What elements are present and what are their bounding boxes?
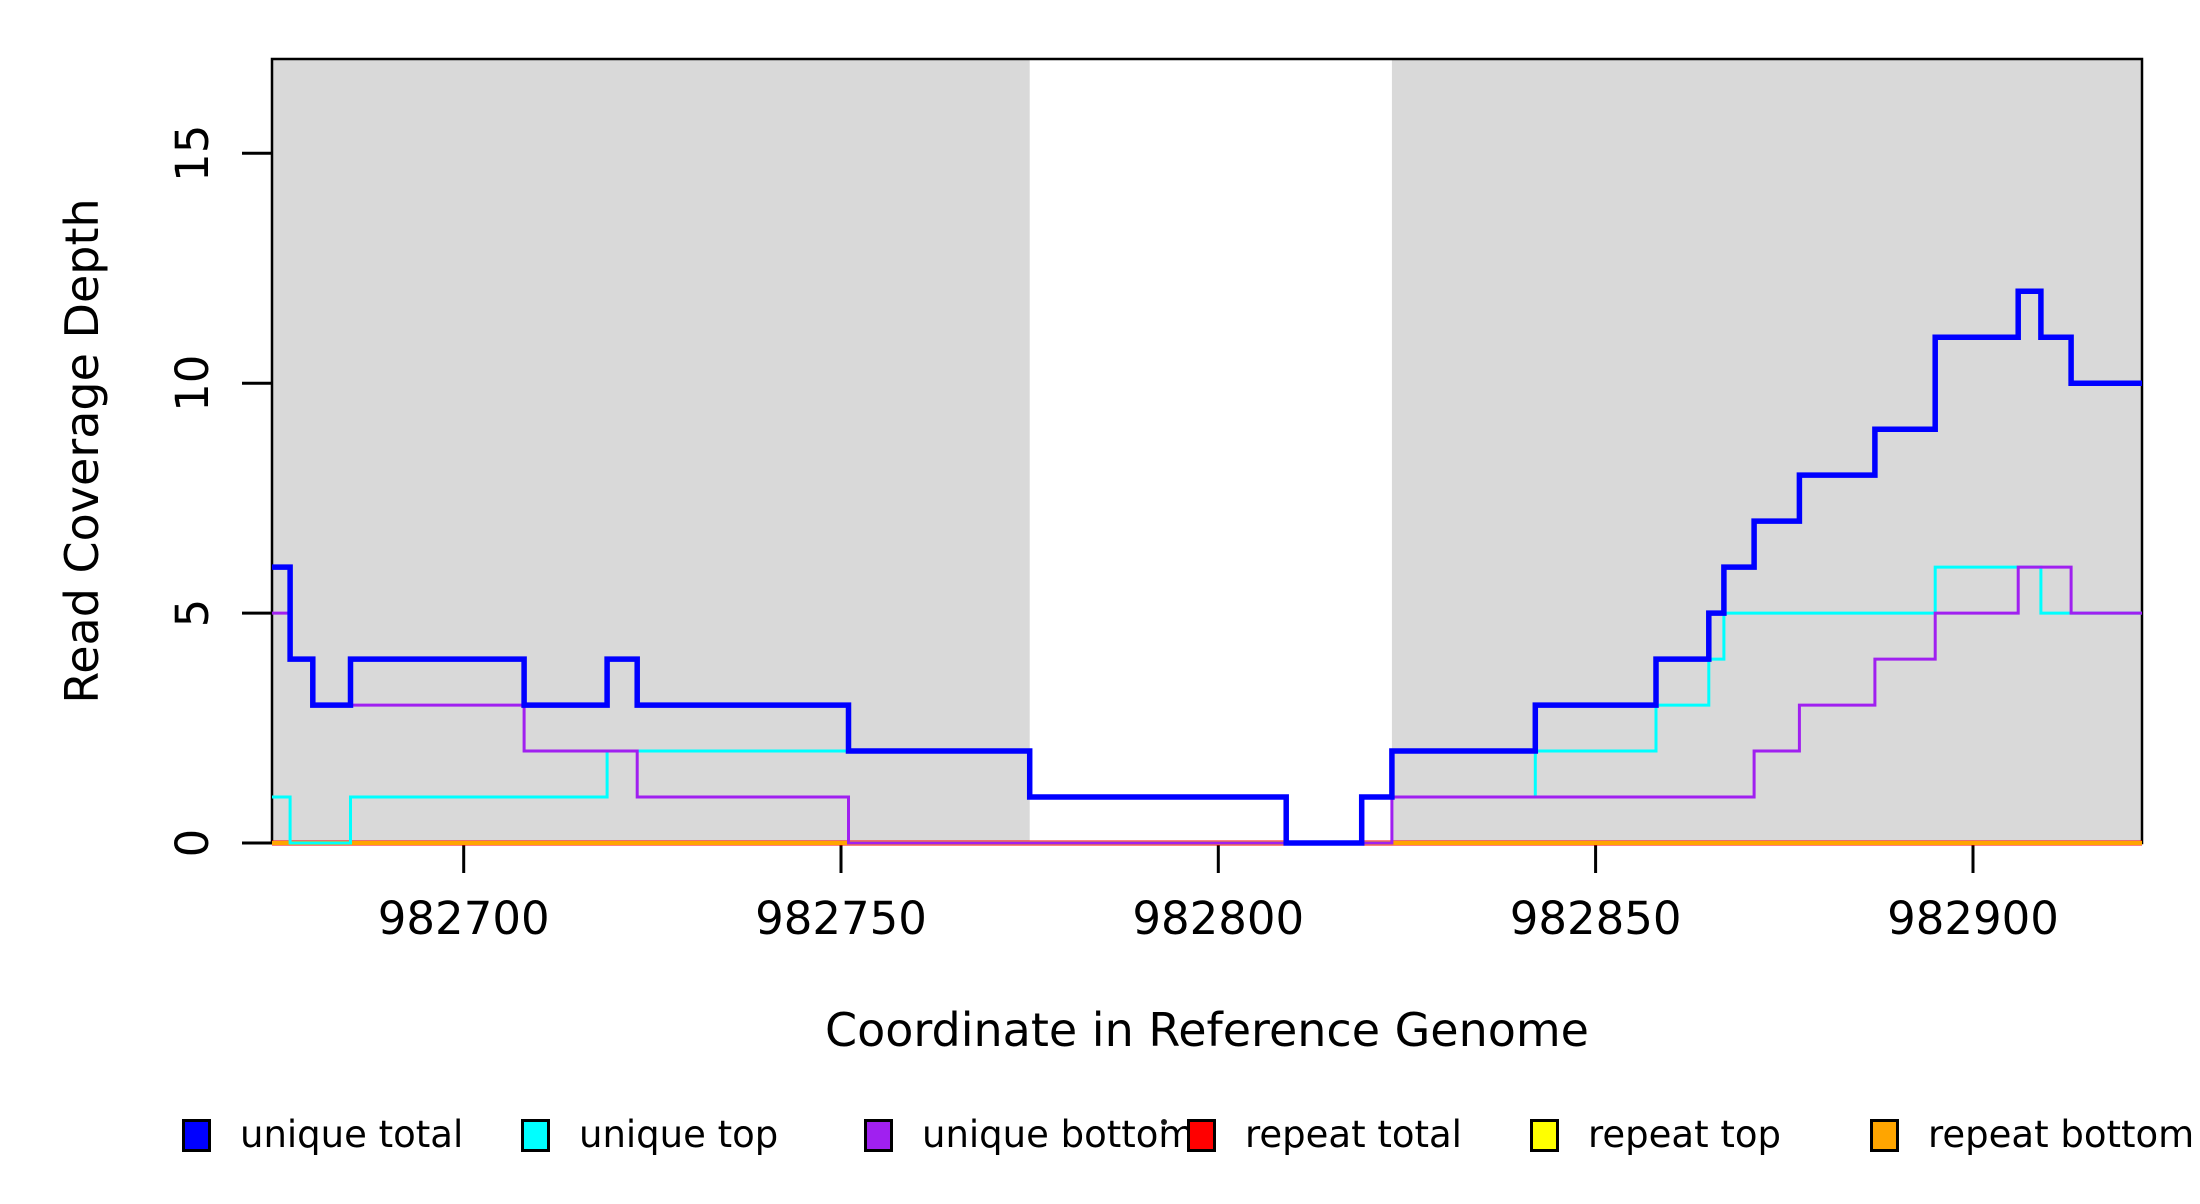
legend-swatch-unique-total [182,1118,211,1152]
y-tick-label: 15 [166,125,219,182]
legend-swatch-unique-bottom [864,1118,893,1152]
stray-dot-artifact [1161,1119,1167,1125]
shaded-region-1 [272,59,1030,843]
legend-item-unique-top: unique top [521,1114,778,1156]
x-tick-label: 982750 [755,892,927,945]
legend-swatch-repeat-total [1187,1118,1216,1152]
y-tick-label: 5 [166,599,219,628]
legend-swatch-unique-top [521,1118,550,1152]
legend-item-repeat-total: repeat total [1187,1114,1462,1156]
x-tick-label: 982700 [378,892,550,945]
x-axis-title: Coordinate in Reference Genome [825,1003,1589,1057]
legend-label-repeat-top: repeat top [1588,1113,1781,1156]
series-line-unique-total [272,288,2142,846]
legend-item-unique-bottom: unique bottom [864,1114,1194,1156]
x-tick-label: 982900 [1887,892,2059,945]
y-tick-label: 0 [166,829,219,858]
shaded-region-2 [1391,59,2142,843]
legend-label-unique-total: unique total [240,1113,464,1156]
y-axis-title: Read Coverage Depth [55,198,109,703]
legend-label-unique-top: unique top [579,1113,779,1156]
x-tick-label: 982850 [1510,892,1682,945]
y-tick-label: 10 [166,355,219,412]
legend-item-unique-total: unique total [182,1114,463,1156]
x-tick-label: 982800 [1132,892,1304,945]
legend-item-repeat-bottom: repeat bottom [1870,1114,2194,1156]
legend-label-repeat-bottom: repeat bottom [1928,1113,2195,1156]
legend-label-repeat-total: repeat total [1245,1113,1462,1156]
legend-swatch-repeat-top [1530,1118,1559,1152]
legend-swatch-repeat-bottom [1870,1118,1899,1152]
legend-item-repeat-top: repeat top [1530,1114,1781,1156]
legend-label-unique-bottom: unique bottom [922,1113,1195,1156]
